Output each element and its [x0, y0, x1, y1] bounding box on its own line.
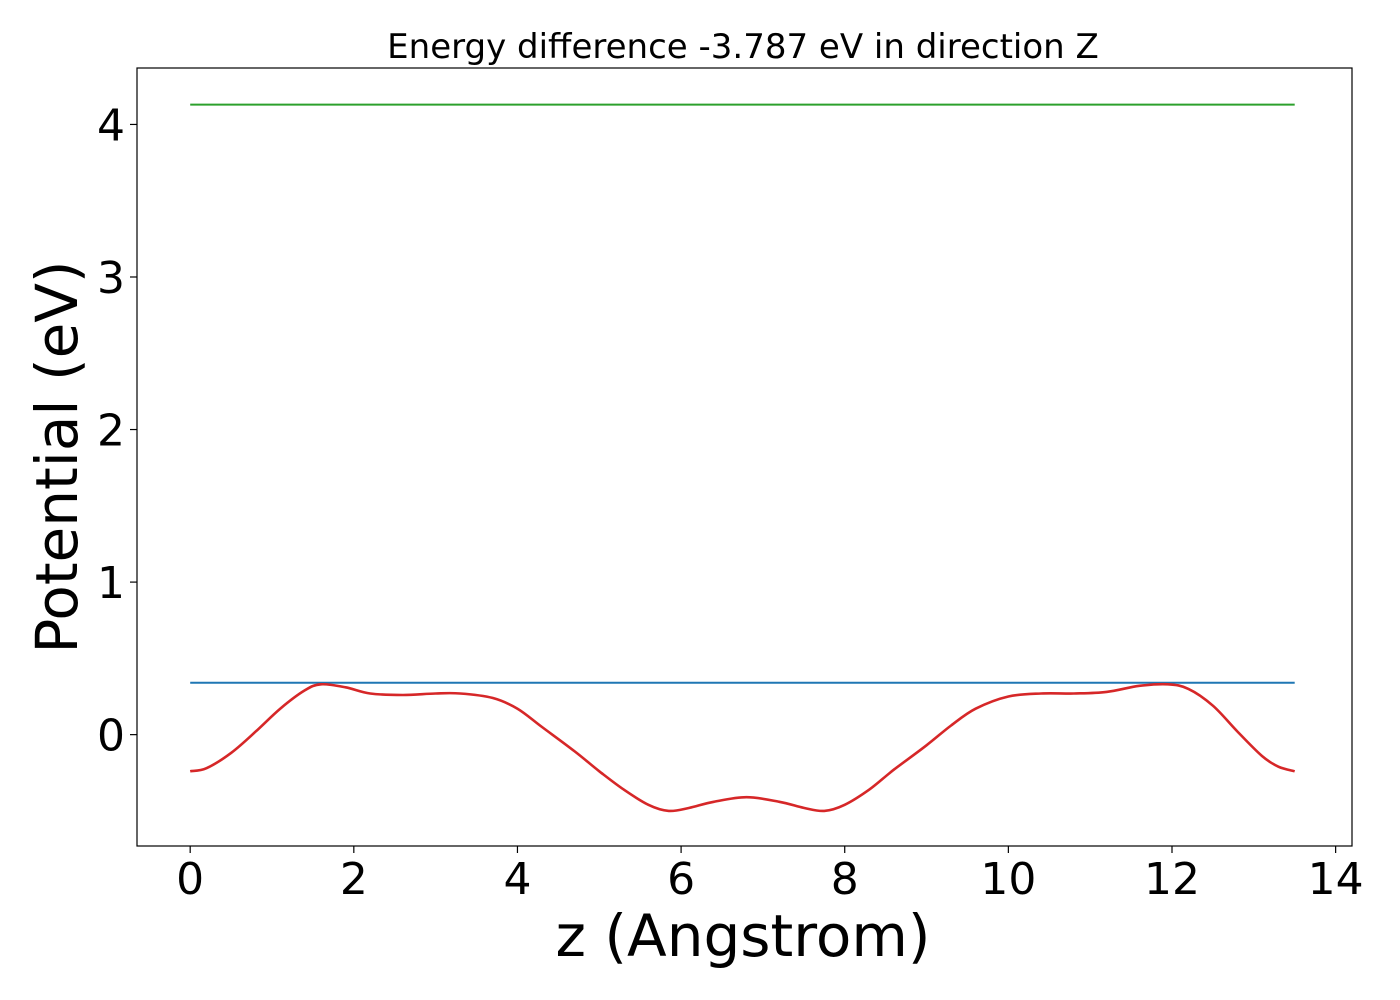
y-tick-label: 0	[97, 711, 125, 762]
x-tick-label: 0	[176, 854, 204, 905]
x-tick-label: 12	[1144, 854, 1200, 905]
x-tick-label: 14	[1308, 854, 1364, 905]
x-tick-label: 10	[980, 854, 1036, 905]
x-tick-label: 6	[667, 854, 695, 905]
x-tick-label: 4	[503, 854, 531, 905]
y-tick-label: 2	[97, 406, 125, 457]
series-layer	[189, 103, 1296, 813]
y-axis-ticks: 0 1 2 3 4	[97, 100, 137, 762]
x-tick-label: 8	[831, 854, 859, 905]
chart-title: Energy difference -3.787 eV in direction…	[387, 27, 1099, 67]
y-tick-label: 1	[97, 558, 125, 609]
y-axis-label: Potential (eV)	[23, 260, 91, 653]
x-axis-label: z (Angstrom)	[556, 902, 931, 970]
x-axis-ticks: 0 2 4 6 8 10 12 14	[176, 846, 1364, 905]
y-tick-label: 3	[97, 253, 125, 304]
red-potential-curve	[189, 682, 1296, 813]
plot-frame	[136, 67, 1353, 847]
x-tick-label: 2	[340, 854, 368, 905]
y-tick-label: 4	[97, 100, 125, 151]
